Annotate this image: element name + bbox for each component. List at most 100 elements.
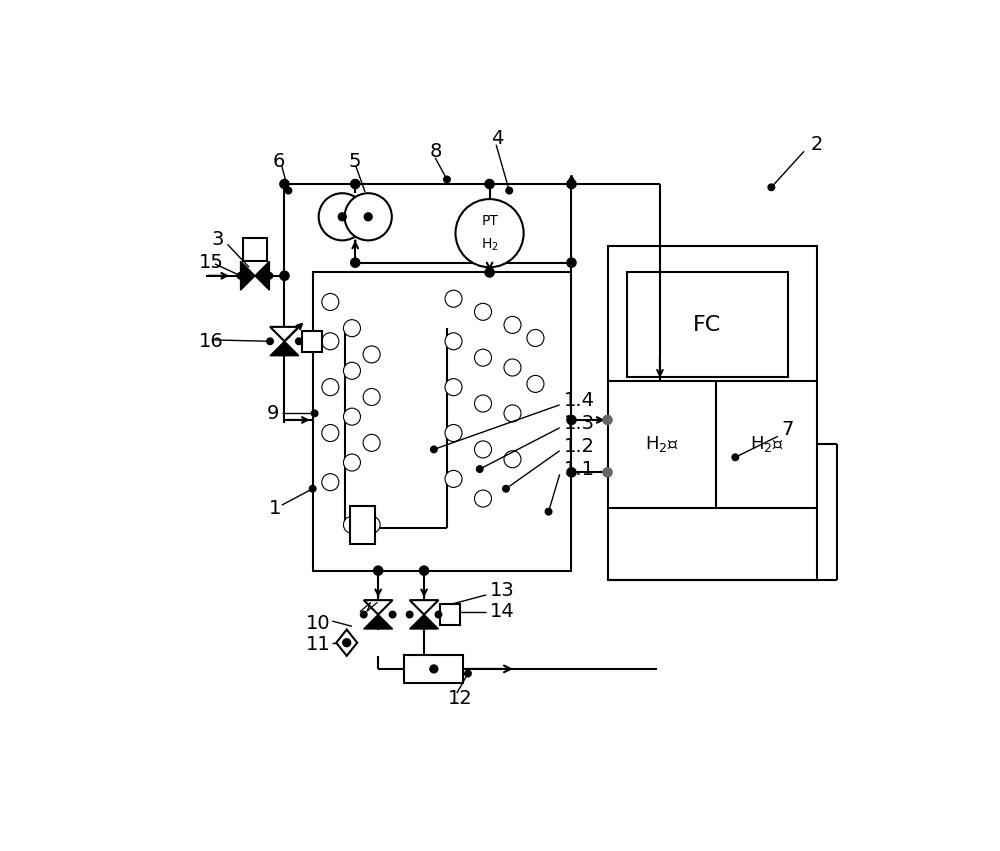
Circle shape: [504, 405, 521, 422]
Circle shape: [567, 415, 576, 425]
Circle shape: [280, 271, 289, 280]
Circle shape: [319, 193, 366, 240]
Circle shape: [322, 294, 339, 311]
Polygon shape: [255, 261, 269, 290]
Polygon shape: [410, 600, 438, 614]
Text: 1.1: 1.1: [564, 460, 595, 478]
Circle shape: [545, 508, 552, 515]
Circle shape: [503, 485, 509, 492]
Circle shape: [419, 566, 429, 575]
Bar: [243, 237, 267, 261]
Text: 3: 3: [211, 231, 223, 249]
Circle shape: [343, 363, 360, 380]
Circle shape: [504, 359, 521, 376]
Circle shape: [311, 410, 318, 417]
Circle shape: [474, 441, 492, 458]
Text: 13: 13: [490, 580, 514, 600]
Text: 1.4: 1.4: [564, 391, 595, 410]
Circle shape: [474, 395, 492, 412]
Polygon shape: [336, 630, 357, 656]
Circle shape: [364, 213, 372, 220]
Circle shape: [338, 213, 346, 220]
Polygon shape: [364, 600, 393, 614]
Text: 12: 12: [448, 689, 473, 708]
Bar: [440, 604, 460, 625]
Circle shape: [445, 379, 462, 396]
Text: 6: 6: [273, 151, 285, 170]
Circle shape: [567, 258, 576, 267]
Circle shape: [567, 468, 576, 477]
Text: 16: 16: [199, 332, 224, 351]
Circle shape: [309, 485, 316, 492]
Circle shape: [603, 468, 612, 477]
Polygon shape: [270, 341, 299, 356]
Circle shape: [465, 671, 471, 677]
Circle shape: [445, 290, 462, 307]
Text: 7: 7: [781, 420, 794, 439]
Circle shape: [351, 180, 360, 189]
Text: 1: 1: [269, 499, 281, 518]
Text: 15: 15: [199, 253, 224, 272]
Circle shape: [506, 187, 513, 194]
Circle shape: [603, 415, 612, 425]
Text: 5: 5: [349, 151, 361, 170]
Bar: [313, 272, 571, 571]
Bar: [627, 272, 788, 377]
Circle shape: [345, 193, 392, 240]
Circle shape: [343, 639, 351, 647]
Circle shape: [296, 338, 302, 345]
Circle shape: [485, 180, 494, 189]
Text: 14: 14: [490, 603, 514, 621]
Circle shape: [455, 199, 524, 267]
Text: 9: 9: [267, 404, 279, 423]
Circle shape: [322, 379, 339, 396]
Circle shape: [267, 338, 273, 345]
Circle shape: [363, 517, 380, 534]
Circle shape: [343, 517, 360, 534]
Polygon shape: [364, 614, 393, 629]
Circle shape: [527, 329, 544, 346]
Circle shape: [322, 425, 339, 442]
Circle shape: [322, 333, 339, 350]
Circle shape: [567, 180, 576, 189]
Circle shape: [732, 454, 739, 460]
Text: 10: 10: [306, 614, 331, 632]
Circle shape: [360, 611, 367, 618]
Circle shape: [435, 611, 442, 618]
Circle shape: [768, 184, 775, 191]
Text: H$_2$入: H$_2$入: [645, 435, 678, 454]
Circle shape: [444, 176, 450, 183]
Text: 2: 2: [811, 135, 823, 154]
Circle shape: [351, 258, 360, 267]
Circle shape: [430, 665, 438, 673]
Circle shape: [445, 425, 462, 442]
Circle shape: [445, 333, 462, 350]
Circle shape: [406, 611, 413, 618]
Circle shape: [343, 408, 360, 426]
Circle shape: [266, 272, 273, 279]
Circle shape: [389, 611, 396, 618]
Polygon shape: [241, 261, 255, 290]
Text: 8: 8: [429, 142, 442, 161]
Circle shape: [474, 303, 492, 320]
Polygon shape: [410, 614, 438, 629]
Circle shape: [485, 268, 494, 277]
Bar: [350, 506, 375, 545]
Circle shape: [322, 474, 339, 491]
Text: PT: PT: [481, 214, 498, 228]
Circle shape: [476, 465, 483, 472]
Text: FC: FC: [693, 315, 722, 335]
Text: 11: 11: [306, 635, 331, 654]
Circle shape: [237, 272, 244, 279]
Circle shape: [363, 388, 380, 406]
Circle shape: [374, 566, 383, 575]
Text: 1.3: 1.3: [564, 414, 595, 432]
Circle shape: [363, 346, 380, 363]
Circle shape: [527, 375, 544, 392]
Text: 1.2: 1.2: [564, 437, 595, 455]
Polygon shape: [270, 327, 299, 341]
Text: H$_2$出: H$_2$出: [750, 435, 783, 454]
Bar: [404, 655, 463, 683]
Circle shape: [504, 451, 521, 468]
Circle shape: [363, 434, 380, 451]
